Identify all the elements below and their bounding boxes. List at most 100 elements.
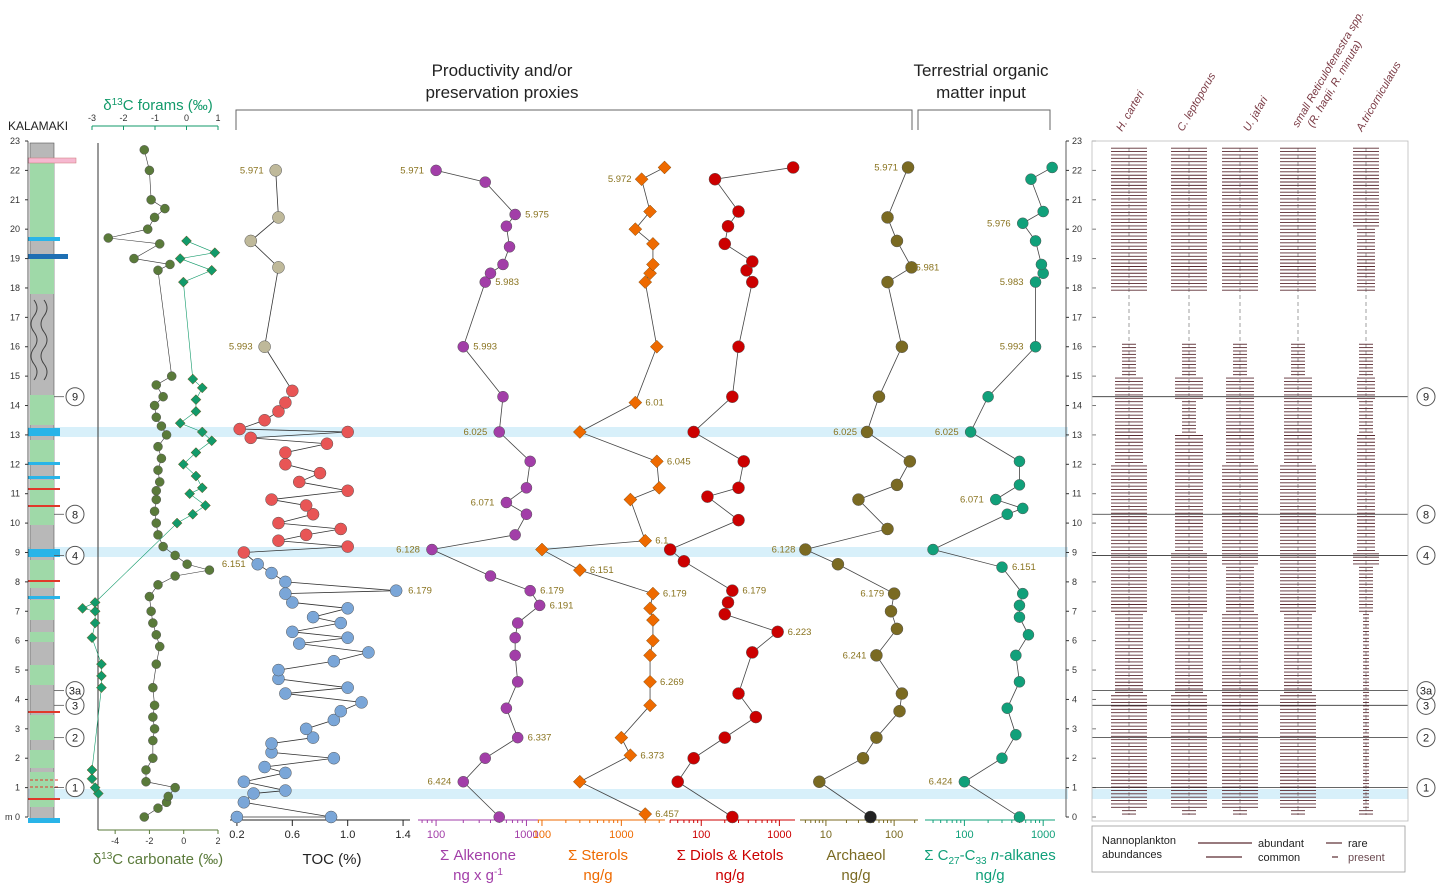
depth-tick-label-right: 1 [1072, 783, 1077, 793]
data-point [292, 475, 306, 489]
data-point [141, 765, 151, 775]
cycle-label-left: 3a [69, 686, 82, 698]
data-point [190, 406, 202, 417]
data-point [177, 276, 189, 288]
data-point [151, 380, 162, 390]
data-point [196, 426, 208, 438]
nanno-panel [1091, 140, 1409, 822]
data-point [520, 508, 533, 521]
data-point [154, 239, 165, 249]
legend-rare: rare [1348, 838, 1368, 850]
depth-tick-label-right: 21 [1072, 195, 1082, 205]
data-point [334, 522, 348, 536]
data-point [732, 205, 745, 218]
data-point [509, 208, 521, 221]
data-point [146, 606, 156, 617]
archaeol-unit: ng/g [841, 867, 870, 883]
depth-tick-label-right: 14 [1072, 401, 1082, 411]
data-point [493, 426, 505, 438]
data-point [856, 751, 870, 765]
data-point [643, 698, 657, 713]
cycle-circle-left [65, 545, 85, 565]
depth-tick-label-right: 19 [1072, 254, 1082, 264]
data-point [638, 275, 653, 289]
age-label: 6.025 [833, 427, 857, 438]
tick-label-arch: 100 [885, 829, 903, 841]
data-point [479, 176, 491, 188]
tick-label-alk: 1000 [514, 829, 538, 841]
data-point [247, 787, 260, 800]
age-label: 6.179 [408, 586, 432, 597]
age-label: 5.993 [229, 342, 253, 353]
data-point [279, 766, 292, 780]
data-point [881, 522, 894, 536]
data-point [671, 775, 684, 788]
data-point [237, 775, 251, 788]
data-point [139, 145, 150, 155]
cycle-label-left: 8 [72, 509, 78, 521]
cycle-circle-left [65, 728, 85, 748]
terrestrial-bracket [917, 109, 1051, 130]
data-point [430, 164, 442, 177]
cycle-label-right: 3 [1423, 700, 1429, 712]
data-point [732, 340, 745, 353]
data-point [1001, 702, 1014, 715]
depth-tick-label-left: 16 [10, 342, 20, 352]
data-point [341, 602, 354, 615]
data-point [237, 546, 251, 559]
data-point [156, 421, 167, 431]
data-point [646, 633, 660, 648]
cycle-label-right: 4 [1423, 550, 1429, 562]
cycle-label-left: 1 [72, 783, 78, 795]
data-point [982, 390, 994, 403]
data-point [628, 395, 643, 410]
data-point [479, 276, 491, 288]
species-c-leptoporus: C. leptoporus [1175, 70, 1218, 133]
data-point [244, 431, 258, 445]
data-point [174, 417, 186, 429]
d13c-forams-label: δ13C forams (‰) [103, 97, 212, 114]
data-point [324, 810, 338, 824]
data-point [151, 494, 162, 505]
data-point [206, 264, 218, 276]
data-point [746, 255, 759, 268]
nanno-species-headers: H. carteri C. leptoporus U. jafari small… [1114, 9, 1404, 134]
depth-tick-label-right: 9 [1072, 547, 1077, 557]
data-point [170, 550, 180, 561]
data-point [623, 748, 638, 763]
age-label: 6.179 [540, 586, 564, 597]
data-point [927, 543, 939, 556]
d13c-forams-ticks: -3 -2 -1 0 1 [88, 113, 221, 130]
data-point [258, 760, 271, 774]
data-point [524, 584, 536, 597]
sterols-unit: ng/g [583, 867, 612, 883]
productivity-title-line1: Productivity and/or [432, 61, 573, 80]
depth-tick-label-left: 23 [10, 136, 20, 146]
series--alkenone [426, 164, 546, 823]
data-point [306, 731, 320, 744]
forams-tick-label: -2 [119, 113, 127, 123]
series--13c-forams [77, 235, 221, 799]
lithology-column [27, 142, 77, 823]
tick-label-diol: 1000 [767, 829, 791, 841]
data-point [149, 506, 160, 517]
data-point [623, 492, 638, 507]
data-point [718, 607, 732, 621]
cycle-label-left: 2 [72, 733, 78, 745]
data-point [313, 466, 327, 480]
data-point [170, 782, 180, 793]
data-point [141, 776, 151, 787]
data-point [687, 425, 700, 439]
section-name: KALAMAKI [8, 119, 68, 133]
data-point [721, 596, 735, 609]
series--sterols [535, 160, 672, 821]
data-point [341, 425, 354, 439]
depth-tick-label-right: 0 [1072, 812, 1077, 822]
data-point [1013, 599, 1026, 612]
data-point [190, 447, 202, 458]
series-line [669, 167, 794, 818]
species-u-jafari: U. jafari [1241, 94, 1271, 133]
cycle-circle-left [65, 778, 85, 798]
data-point [89, 597, 101, 608]
